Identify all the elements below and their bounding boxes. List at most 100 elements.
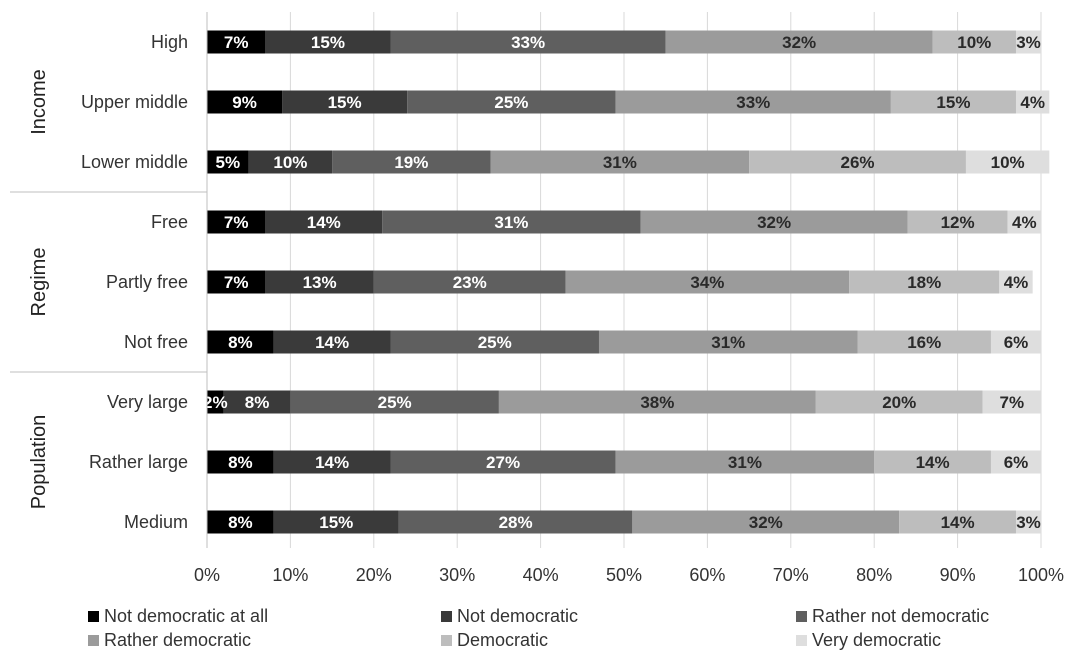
bar-segment — [207, 330, 274, 354]
data-label: 31% — [494, 213, 528, 232]
data-label: 10% — [957, 33, 991, 52]
data-label: 6% — [1004, 333, 1029, 352]
bar-segment — [632, 510, 900, 534]
bar-segment — [248, 150, 333, 174]
bar-segment — [265, 30, 391, 54]
category-label: Rather large — [89, 452, 188, 472]
category-label: Partly free — [106, 272, 188, 292]
data-label: 28% — [499, 513, 533, 532]
data-label: 14% — [941, 513, 975, 532]
data-label: 19% — [394, 153, 428, 172]
data-label: 32% — [757, 213, 791, 232]
data-label: 34% — [690, 273, 724, 292]
bar-segment — [990, 330, 1041, 354]
data-labels: 7% 15% 33% 32% 10% 3% 9% 15% 25% 33% 15% 4% 5% 10% 19%… — [203, 33, 1045, 532]
data-label: 14% — [315, 453, 349, 472]
bars — [207, 30, 1050, 534]
x-tick-label: 80% — [856, 565, 892, 585]
data-label: 7% — [224, 33, 249, 52]
x-tick-label: 10% — [272, 565, 308, 585]
bar-segment — [857, 330, 991, 354]
legend-swatch — [796, 635, 807, 646]
data-label: 4% — [1020, 93, 1045, 112]
legend-swatch — [88, 611, 99, 622]
data-label: 27% — [486, 453, 520, 472]
data-label: 14% — [315, 333, 349, 352]
x-tick-label: 50% — [606, 565, 642, 585]
legend-label: Not democratic at all — [104, 606, 268, 626]
bar-segment — [907, 210, 1008, 234]
x-tick-label: 60% — [689, 565, 725, 585]
bar-segment — [207, 510, 274, 534]
bar-segment — [207, 150, 249, 174]
bar-segment — [273, 450, 391, 474]
bar-segment — [982, 390, 1041, 414]
data-label: 8% — [228, 513, 253, 532]
x-tick-label: 70% — [773, 565, 809, 585]
data-label: 7% — [1000, 393, 1025, 412]
bar-segment — [207, 270, 266, 294]
category-label: Upper middle — [81, 92, 188, 112]
data-label: 14% — [916, 453, 950, 472]
legend-swatch — [796, 611, 807, 622]
x-tick-label: 40% — [523, 565, 559, 585]
bar-segment — [1015, 30, 1041, 54]
data-label: 20% — [882, 393, 916, 412]
x-tick-label: 20% — [356, 565, 392, 585]
data-label: 7% — [224, 213, 249, 232]
data-label: 32% — [782, 33, 816, 52]
legend: Not democratic at all Not democratic Rathe… — [88, 606, 989, 650]
data-label: 10% — [273, 153, 307, 172]
data-label: 31% — [711, 333, 745, 352]
bar-segment — [498, 390, 816, 414]
legend-label: Rather not democratic — [812, 606, 989, 626]
data-label: 8% — [228, 333, 253, 352]
data-label: 2% — [203, 393, 228, 412]
data-label: 15% — [328, 93, 362, 112]
bar-segment — [749, 150, 966, 174]
bar-segment — [223, 390, 291, 414]
category-label: Very large — [107, 392, 188, 412]
data-label: 15% — [936, 93, 970, 112]
data-label: 38% — [640, 393, 674, 412]
data-label: 3% — [1016, 513, 1041, 532]
bar-segment — [273, 510, 399, 534]
x-tick-label: 100% — [1018, 565, 1064, 585]
bar-segment — [390, 450, 616, 474]
bar-segment — [999, 270, 1033, 294]
data-label: 4% — [1012, 213, 1037, 232]
bar-segment — [282, 90, 408, 114]
data-label: 5% — [216, 153, 241, 172]
bar-segment — [890, 90, 1016, 114]
legend-label: Democratic — [457, 630, 548, 650]
bar-segment — [290, 390, 499, 414]
bar-segment — [640, 210, 908, 234]
data-label: 7% — [224, 273, 249, 292]
category-label: Lower middle — [81, 152, 188, 172]
bar-segment — [273, 330, 391, 354]
data-label: 25% — [378, 393, 412, 412]
bar-segment — [1015, 510, 1041, 534]
group-label: Regime — [28, 248, 50, 317]
bar-segment — [874, 450, 991, 474]
bar-segment — [390, 30, 666, 54]
legend-label: Rather democratic — [104, 630, 251, 650]
data-label: 10% — [991, 153, 1025, 172]
bar-segment — [665, 30, 933, 54]
legend-label: Not democratic — [457, 606, 578, 626]
x-tick-label: 30% — [439, 565, 475, 585]
data-label: 4% — [1004, 273, 1029, 292]
data-label: 9% — [232, 93, 257, 112]
data-label: 26% — [841, 153, 875, 172]
bar-segment — [598, 330, 858, 354]
bar-segment — [990, 450, 1041, 474]
data-label: 13% — [303, 273, 337, 292]
bar-segment — [1007, 210, 1041, 234]
bar-segment — [265, 270, 374, 294]
data-label: 6% — [1004, 453, 1029, 472]
bar-segment — [932, 30, 1016, 54]
bar-segment — [382, 210, 641, 234]
bar-segment — [207, 90, 283, 114]
category-label: High — [151, 32, 188, 52]
